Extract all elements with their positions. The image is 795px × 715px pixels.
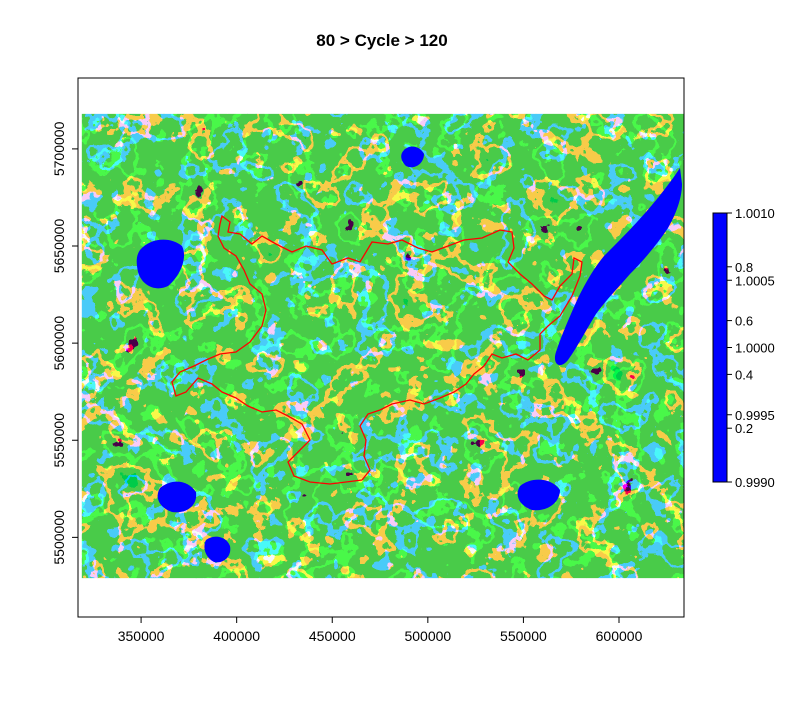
legend-overlay-tick-label: 0.6 [735, 314, 753, 329]
x-tick-label: 550000 [500, 628, 547, 644]
y-tick-label: 5550000 [51, 413, 67, 468]
lake-shape [401, 146, 424, 168]
study-area-boundary [171, 214, 583, 485]
y-tick-label: 5600000 [51, 316, 67, 371]
land-cover-raster [81, 113, 684, 579]
legend-overlay-tick-label: 0.2 [735, 421, 753, 436]
x-axis: 350000 400000 450000 500000 550000 600000 [118, 617, 643, 644]
y-tick-label: 5700000 [51, 121, 67, 176]
x-tick-label: 500000 [404, 628, 451, 644]
x-tick-label: 400000 [213, 628, 260, 644]
plot-frame [77, 77, 685, 618]
x-tick-label: 450000 [309, 628, 356, 644]
legend-tick-label: 0.9995 [735, 408, 775, 423]
lake-shape [136, 239, 185, 289]
y-tick-label: 5500000 [51, 510, 67, 565]
y-axis: 5500000 5550000 5600000 5650000 5700000 [51, 121, 78, 565]
lake-shape [157, 481, 197, 513]
legend-tick-label: 1.0005 [735, 273, 775, 288]
legend-tick-label: 0.9990 [735, 475, 775, 490]
lake-shape [554, 168, 682, 366]
legend: 0.9990 0.9995 1.0000 1.0005 1.0010 0.2 0.4 0.6 0… [712, 206, 775, 490]
legend-tick-label: 1.0000 [735, 341, 775, 356]
legend-overlay-tick-label: 0.8 [735, 260, 753, 275]
y-tick-label: 5650000 [51, 219, 67, 274]
legend-overlay-tick-label: 0.4 [735, 367, 753, 382]
chart-title: 80 > Cycle > 120 [316, 31, 447, 50]
lake-shape [204, 536, 231, 563]
legend-tick-label: 1.0010 [735, 206, 775, 221]
x-tick-label: 600000 [596, 628, 643, 644]
lake-shape [517, 479, 560, 511]
legend-colorbar [712, 212, 728, 483]
x-tick-label: 350000 [118, 628, 165, 644]
